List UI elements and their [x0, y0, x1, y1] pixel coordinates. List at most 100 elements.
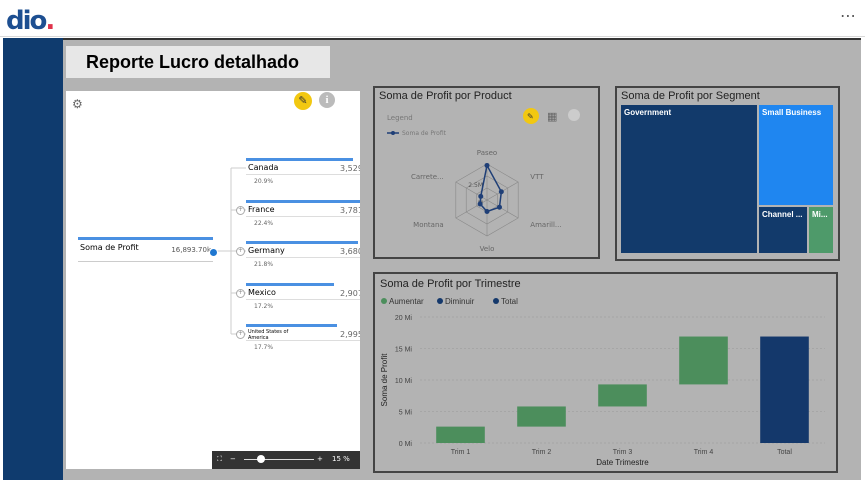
- y-tick-label: 15 Mi: [395, 347, 413, 354]
- node-percent: 17.7%: [254, 344, 274, 351]
- tree-root-label: Soma de Profit: [80, 243, 139, 252]
- x-tick-label: Trim 1: [451, 449, 471, 456]
- waterfall-bar: [760, 336, 809, 443]
- zoom-slider[interactable]: [244, 459, 314, 460]
- radar-axis-label: Amarill...: [530, 221, 561, 229]
- expand-plus-icon[interactable]: +: [236, 206, 245, 215]
- legend-marker: [493, 298, 499, 304]
- zoom-level: 15 %: [332, 455, 350, 463]
- tree-node-canada[interactable]: Canada 3,529 20.9%: [246, 158, 360, 185]
- legend-item: Aumentar: [389, 297, 424, 306]
- tree-root-bar: [78, 237, 213, 240]
- treemap-segment-government[interactable]: Government: [621, 105, 757, 253]
- more-options-icon[interactable]: ⋯: [840, 6, 857, 25]
- gear-icon[interactable]: ⚙: [72, 97, 83, 111]
- y-tick-label: 0 Mi: [399, 441, 413, 448]
- node-bar: [246, 241, 358, 244]
- waterfall-bar: [598, 384, 647, 407]
- x-tick-label: Trim 3: [613, 449, 633, 456]
- radar-point: [478, 193, 484, 199]
- radar-point: [484, 209, 490, 215]
- x-tick-label: Trim 4: [694, 449, 714, 456]
- node-label: Mexico: [248, 288, 276, 297]
- tree-root-value: 16,893.70k: [171, 246, 211, 254]
- waterfall-bar: [436, 426, 485, 443]
- waterfall-bar: [517, 406, 566, 427]
- node-value: 2,907: [340, 289, 360, 298]
- x-tick-label: Trim 2: [532, 449, 552, 456]
- tree-node-france[interactable]: France 3,781 22.4%: [246, 200, 360, 227]
- edit-icon-glyph: ✎: [527, 112, 534, 121]
- node-bar: [246, 283, 335, 286]
- legend-marker: [437, 298, 443, 304]
- radar-title: Soma de Profit por Product: [379, 90, 512, 102]
- legend-item: Diminuir: [445, 297, 475, 306]
- node-value: 3,781: [340, 206, 360, 215]
- expand-plus-icon[interactable]: +: [236, 330, 245, 339]
- x-tick-label: Total: [777, 449, 792, 456]
- node-bar: [246, 324, 337, 327]
- waterfall-panel[interactable]: Soma de Profit por Trimestre Aumentar Dimi…: [373, 272, 838, 473]
- table-icon: ▦: [547, 110, 557, 123]
- x-axis-label: Date Trimestre: [596, 458, 649, 467]
- radar-axis-label: VTT: [530, 173, 544, 181]
- zoom-control[interactable]: ⛶ − + 15 %: [212, 451, 360, 469]
- node-bar: [246, 200, 360, 203]
- waterfall-bar: [679, 336, 728, 385]
- treemap-segment-midmarket[interactable]: Mi...: [809, 207, 833, 253]
- radar-point: [496, 204, 502, 210]
- treemap-segment-small-business[interactable]: Small Business: [759, 105, 833, 205]
- zoom-slider-handle[interactable]: [257, 455, 265, 463]
- fit-icon[interactable]: ⛶: [217, 455, 222, 463]
- zoom-out-button[interactable]: −: [230, 455, 236, 463]
- radar-point: [498, 189, 504, 195]
- treemap-title: Soma de Profit por Segment: [621, 90, 760, 102]
- treemap-segment-channel[interactable]: Channel ...: [759, 207, 807, 253]
- left-sidebar: [3, 38, 63, 480]
- radar-axis-label: Velo: [480, 245, 495, 253]
- radar-legend-item: Soma de Profit: [402, 130, 447, 137]
- node-label: France: [248, 205, 275, 214]
- node-label: United States of America: [248, 329, 289, 341]
- radar-axis-label: Montana: [413, 221, 444, 229]
- y-tick-label: 5 Mi: [399, 410, 413, 417]
- node-percent: 21.8%: [254, 261, 274, 268]
- node-value: 2,995: [340, 330, 360, 339]
- node-value: 3,680: [340, 247, 360, 256]
- tree-connectors: [216, 167, 246, 335]
- radar-series-line: [479, 163, 503, 213]
- radar-axis-label: Paseo: [477, 149, 497, 157]
- tree-node-mexico[interactable]: Mexico 2,907 17.2%: [246, 283, 360, 310]
- treemap-panel[interactable]: Soma de Profit por Segment Government Sm…: [615, 86, 840, 261]
- expand-plus-icon[interactable]: +: [236, 247, 245, 256]
- edit-icon[interactable]: ✎: [294, 92, 312, 110]
- radar-axis-label: Carrete...: [411, 173, 444, 181]
- node-label: Germany: [248, 246, 285, 255]
- radar-panel[interactable]: Soma de Profit por Product Legend Soma d…: [373, 86, 600, 259]
- y-tick-label: 20 Mi: [395, 315, 413, 322]
- page-title: Reporte Lucro detalhado: [66, 46, 330, 78]
- zoom-in-button[interactable]: +: [317, 455, 323, 463]
- node-bar: [246, 158, 354, 161]
- node-percent: 20.9%: [254, 178, 274, 185]
- decomposition-tree[interactable]: ⚙ ✎ i Soma de Profit 16,893.70k Canada 3…: [66, 91, 360, 469]
- chart-title: Soma de Profit por Trimestre: [380, 278, 521, 290]
- tree-root-node[interactable]: Soma de Profit 16,893.70k: [78, 237, 213, 262]
- info-icon[interactable]: i: [319, 92, 335, 108]
- radar-point: [477, 201, 483, 207]
- tree-node-germany[interactable]: Germany 3,680 21.8%: [246, 241, 360, 268]
- edit-icon: [523, 108, 539, 124]
- node-percent: 22.4%: [254, 220, 274, 227]
- top-bar: dio. ⋯: [0, 0, 865, 37]
- radar-ring-label: 2.5M: [468, 182, 483, 189]
- node-percent: 17.2%: [254, 303, 274, 310]
- expand-plus-icon[interactable]: +: [236, 289, 245, 298]
- tree-node-usa[interactable]: United States of America 2,995 17.7%: [246, 324, 360, 351]
- app-logo: dio.: [6, 6, 55, 36]
- node-label: Canada: [248, 163, 279, 172]
- expand-node-icon[interactable]: [209, 248, 218, 257]
- waterfall-chart: Soma de Profit por Trimestre Aumentar Dimi…: [380, 278, 825, 467]
- radar-point: [484, 162, 490, 168]
- radar-chart: Legend Soma de Profit ✎ ▦ Paseo VTT Amaril…: [387, 108, 580, 253]
- info-icon: [568, 109, 580, 121]
